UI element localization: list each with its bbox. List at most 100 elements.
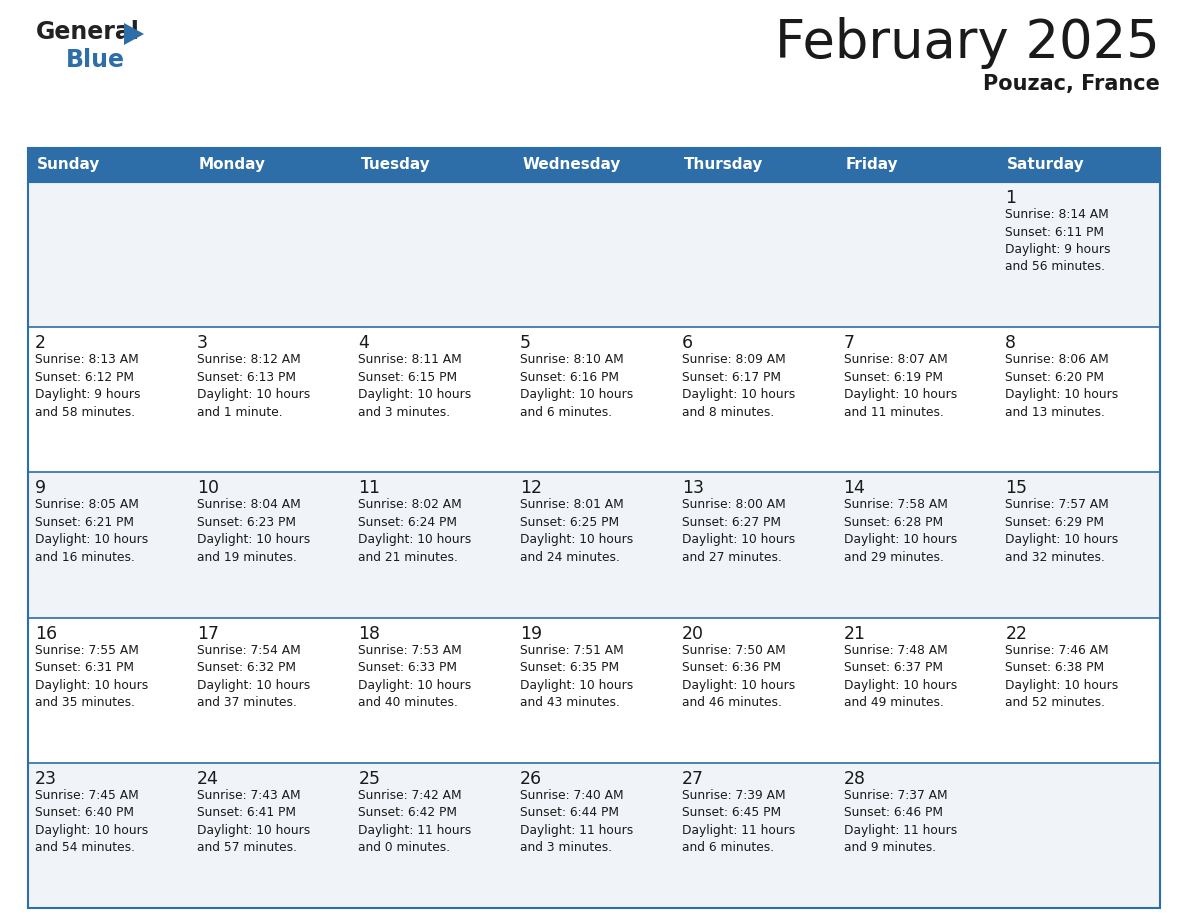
Text: Sunrise: 7:45 AM
Sunset: 6:40 PM
Daylight: 10 hours
and 54 minutes.: Sunrise: 7:45 AM Sunset: 6:40 PM Dayligh… bbox=[34, 789, 148, 855]
Bar bbox=[352, 618, 513, 763]
Bar bbox=[998, 473, 1159, 618]
Text: 23: 23 bbox=[34, 770, 57, 788]
Text: Sunrise: 8:14 AM
Sunset: 6:11 PM
Daylight: 9 hours
and 56 minutes.: Sunrise: 8:14 AM Sunset: 6:11 PM Dayligh… bbox=[1005, 208, 1111, 274]
Bar bbox=[513, 327, 675, 473]
Polygon shape bbox=[124, 23, 144, 45]
Bar bbox=[998, 148, 1159, 182]
Bar bbox=[190, 473, 352, 618]
Bar bbox=[836, 148, 998, 182]
Text: 2: 2 bbox=[34, 334, 46, 353]
Bar bbox=[352, 473, 513, 618]
Text: 22: 22 bbox=[1005, 624, 1028, 643]
Text: Friday: Friday bbox=[846, 158, 898, 173]
Bar bbox=[513, 618, 675, 763]
Text: Saturday: Saturday bbox=[1007, 158, 1085, 173]
Bar bbox=[29, 327, 190, 473]
Text: Sunrise: 7:42 AM
Sunset: 6:42 PM
Daylight: 11 hours
and 0 minutes.: Sunrise: 7:42 AM Sunset: 6:42 PM Dayligh… bbox=[359, 789, 472, 855]
Text: Wednesday: Wednesday bbox=[523, 158, 620, 173]
Bar bbox=[836, 618, 998, 763]
Bar bbox=[513, 473, 675, 618]
Text: Sunrise: 7:57 AM
Sunset: 6:29 PM
Daylight: 10 hours
and 32 minutes.: Sunrise: 7:57 AM Sunset: 6:29 PM Dayligh… bbox=[1005, 498, 1119, 564]
Bar bbox=[190, 327, 352, 473]
Text: Sunrise: 7:58 AM
Sunset: 6:28 PM
Daylight: 10 hours
and 29 minutes.: Sunrise: 7:58 AM Sunset: 6:28 PM Dayligh… bbox=[843, 498, 956, 564]
Bar bbox=[998, 182, 1159, 327]
Text: Sunrise: 7:53 AM
Sunset: 6:33 PM
Daylight: 10 hours
and 40 minutes.: Sunrise: 7:53 AM Sunset: 6:33 PM Dayligh… bbox=[359, 644, 472, 709]
Bar bbox=[352, 327, 513, 473]
Bar bbox=[29, 618, 190, 763]
Text: 19: 19 bbox=[520, 624, 542, 643]
Text: 8: 8 bbox=[1005, 334, 1016, 353]
Bar bbox=[29, 148, 1159, 908]
Text: 3: 3 bbox=[197, 334, 208, 353]
Text: Thursday: Thursday bbox=[684, 158, 763, 173]
Text: 28: 28 bbox=[843, 770, 866, 788]
Text: 12: 12 bbox=[520, 479, 542, 498]
Bar bbox=[675, 148, 836, 182]
Text: Sunrise: 7:43 AM
Sunset: 6:41 PM
Daylight: 10 hours
and 57 minutes.: Sunrise: 7:43 AM Sunset: 6:41 PM Dayligh… bbox=[197, 789, 310, 855]
Text: Sunrise: 8:00 AM
Sunset: 6:27 PM
Daylight: 10 hours
and 27 minutes.: Sunrise: 8:00 AM Sunset: 6:27 PM Dayligh… bbox=[682, 498, 795, 564]
Text: 26: 26 bbox=[520, 770, 542, 788]
Text: Sunrise: 8:04 AM
Sunset: 6:23 PM
Daylight: 10 hours
and 19 minutes.: Sunrise: 8:04 AM Sunset: 6:23 PM Dayligh… bbox=[197, 498, 310, 564]
Bar bbox=[513, 148, 675, 182]
Text: Sunrise: 8:07 AM
Sunset: 6:19 PM
Daylight: 10 hours
and 11 minutes.: Sunrise: 8:07 AM Sunset: 6:19 PM Dayligh… bbox=[843, 353, 956, 419]
Bar bbox=[836, 763, 998, 908]
Text: Sunrise: 8:01 AM
Sunset: 6:25 PM
Daylight: 10 hours
and 24 minutes.: Sunrise: 8:01 AM Sunset: 6:25 PM Dayligh… bbox=[520, 498, 633, 564]
Text: 18: 18 bbox=[359, 624, 380, 643]
Text: Sunrise: 7:40 AM
Sunset: 6:44 PM
Daylight: 11 hours
and 3 minutes.: Sunrise: 7:40 AM Sunset: 6:44 PM Dayligh… bbox=[520, 789, 633, 855]
Text: Blue: Blue bbox=[67, 48, 125, 72]
Text: Pouzac, France: Pouzac, France bbox=[984, 74, 1159, 94]
Bar bbox=[998, 618, 1159, 763]
Text: 10: 10 bbox=[197, 479, 219, 498]
Bar bbox=[190, 763, 352, 908]
Text: 15: 15 bbox=[1005, 479, 1028, 498]
Text: Sunrise: 7:55 AM
Sunset: 6:31 PM
Daylight: 10 hours
and 35 minutes.: Sunrise: 7:55 AM Sunset: 6:31 PM Dayligh… bbox=[34, 644, 148, 709]
Text: February 2025: February 2025 bbox=[776, 17, 1159, 69]
Text: Sunrise: 8:12 AM
Sunset: 6:13 PM
Daylight: 10 hours
and 1 minute.: Sunrise: 8:12 AM Sunset: 6:13 PM Dayligh… bbox=[197, 353, 310, 419]
Text: Sunrise: 8:05 AM
Sunset: 6:21 PM
Daylight: 10 hours
and 16 minutes.: Sunrise: 8:05 AM Sunset: 6:21 PM Dayligh… bbox=[34, 498, 148, 564]
Bar bbox=[675, 182, 836, 327]
Text: 13: 13 bbox=[682, 479, 703, 498]
Text: 20: 20 bbox=[682, 624, 703, 643]
Text: Sunrise: 7:54 AM
Sunset: 6:32 PM
Daylight: 10 hours
and 37 minutes.: Sunrise: 7:54 AM Sunset: 6:32 PM Dayligh… bbox=[197, 644, 310, 709]
Text: 14: 14 bbox=[843, 479, 865, 498]
Bar bbox=[29, 182, 190, 327]
Text: 21: 21 bbox=[843, 624, 866, 643]
Text: 27: 27 bbox=[682, 770, 703, 788]
Text: Sunrise: 8:13 AM
Sunset: 6:12 PM
Daylight: 9 hours
and 58 minutes.: Sunrise: 8:13 AM Sunset: 6:12 PM Dayligh… bbox=[34, 353, 140, 419]
Bar bbox=[352, 148, 513, 182]
Bar bbox=[513, 763, 675, 908]
Text: Sunrise: 8:09 AM
Sunset: 6:17 PM
Daylight: 10 hours
and 8 minutes.: Sunrise: 8:09 AM Sunset: 6:17 PM Dayligh… bbox=[682, 353, 795, 419]
Text: Sunrise: 8:11 AM
Sunset: 6:15 PM
Daylight: 10 hours
and 3 minutes.: Sunrise: 8:11 AM Sunset: 6:15 PM Dayligh… bbox=[359, 353, 472, 419]
Text: Sunrise: 7:51 AM
Sunset: 6:35 PM
Daylight: 10 hours
and 43 minutes.: Sunrise: 7:51 AM Sunset: 6:35 PM Dayligh… bbox=[520, 644, 633, 709]
Text: 5: 5 bbox=[520, 334, 531, 353]
Text: Sunrise: 8:06 AM
Sunset: 6:20 PM
Daylight: 10 hours
and 13 minutes.: Sunrise: 8:06 AM Sunset: 6:20 PM Dayligh… bbox=[1005, 353, 1119, 419]
Bar bbox=[675, 473, 836, 618]
Text: 24: 24 bbox=[197, 770, 219, 788]
Bar bbox=[190, 618, 352, 763]
Bar bbox=[190, 182, 352, 327]
Bar bbox=[998, 327, 1159, 473]
Text: Monday: Monday bbox=[198, 158, 266, 173]
Text: 17: 17 bbox=[197, 624, 219, 643]
Bar bbox=[352, 182, 513, 327]
Text: 9: 9 bbox=[34, 479, 46, 498]
Text: Sunrise: 7:37 AM
Sunset: 6:46 PM
Daylight: 11 hours
and 9 minutes.: Sunrise: 7:37 AM Sunset: 6:46 PM Dayligh… bbox=[843, 789, 956, 855]
Text: General: General bbox=[36, 20, 140, 44]
Text: Sunrise: 8:02 AM
Sunset: 6:24 PM
Daylight: 10 hours
and 21 minutes.: Sunrise: 8:02 AM Sunset: 6:24 PM Dayligh… bbox=[359, 498, 472, 564]
Bar bbox=[190, 148, 352, 182]
Text: Tuesday: Tuesday bbox=[360, 158, 430, 173]
Bar bbox=[29, 763, 190, 908]
Bar bbox=[836, 182, 998, 327]
Bar bbox=[836, 327, 998, 473]
Text: 7: 7 bbox=[843, 334, 854, 353]
Bar bbox=[675, 327, 836, 473]
Text: 16: 16 bbox=[34, 624, 57, 643]
Text: Sunrise: 7:48 AM
Sunset: 6:37 PM
Daylight: 10 hours
and 49 minutes.: Sunrise: 7:48 AM Sunset: 6:37 PM Dayligh… bbox=[843, 644, 956, 709]
Bar bbox=[998, 763, 1159, 908]
Bar bbox=[675, 618, 836, 763]
Text: 6: 6 bbox=[682, 334, 693, 353]
Text: 1: 1 bbox=[1005, 189, 1016, 207]
Bar bbox=[836, 473, 998, 618]
Text: 25: 25 bbox=[359, 770, 380, 788]
Bar bbox=[675, 763, 836, 908]
